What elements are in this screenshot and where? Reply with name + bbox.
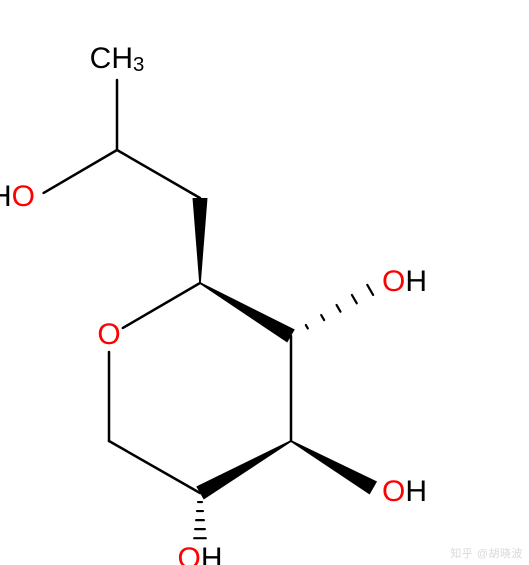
bond-plain — [109, 441, 200, 493]
atom-label-C8: CH3 — [90, 42, 145, 76]
atom-label-OH2: OH — [382, 265, 427, 298]
bond-plain — [117, 150, 200, 198]
bond-wedge — [193, 198, 208, 283]
bond-hash — [367, 285, 373, 295]
bond-hash — [321, 315, 324, 320]
bond-hash — [337, 305, 341, 312]
watermark-text: 知乎 @胡晓波 — [450, 545, 523, 561]
atom-label-OH4: OH — [177, 542, 222, 565]
bond-plain — [44, 150, 117, 193]
atom-label-O_ring: O — [97, 318, 120, 351]
bond-plain — [123, 283, 200, 328]
bond-wedge — [291, 440, 377, 494]
molecule-diagram: O OH OH OH CH3 HO — [0, 0, 529, 565]
bond-hash — [352, 295, 357, 303]
atom-label-OH7: HO — [0, 180, 35, 213]
bond-wedge — [200, 282, 295, 342]
bond-wedge — [196, 440, 291, 499]
bond-hash — [306, 325, 308, 328]
atom-label-OH3: OH — [382, 475, 427, 508]
